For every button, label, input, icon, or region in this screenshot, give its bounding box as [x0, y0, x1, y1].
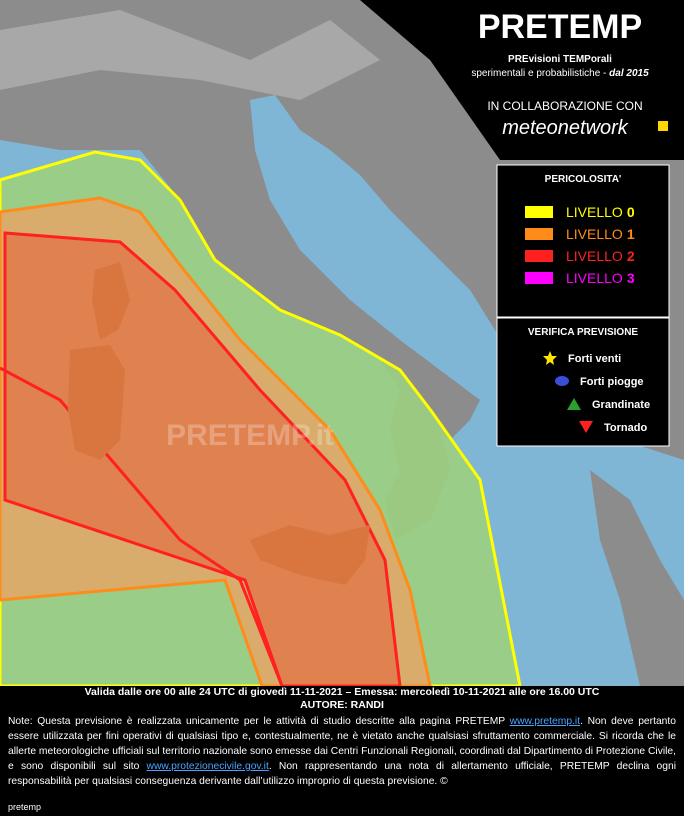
verification-label: Forti venti: [568, 353, 621, 365]
link[interactable]: www.protezionecivile.gov.it: [146, 761, 269, 772]
sicily: [250, 525, 370, 585]
verification-label: Forti piogge: [580, 376, 644, 388]
level-label: LIVELLO 1: [566, 226, 635, 242]
legend-title: PERICOLOSITA': [545, 174, 622, 185]
level-word: LIVELLO: [566, 204, 623, 220]
verification-title: VERIFICA PREVISIONE: [528, 327, 639, 338]
icon-hail: [567, 398, 581, 410]
sardinia: [68, 345, 125, 460]
level-number: 0: [627, 204, 635, 220]
logo-panel: [360, 0, 684, 160]
collab: IN COLLABORAZIONE CON: [487, 99, 642, 113]
verification-label: Tornado: [604, 422, 647, 434]
author: AUTORE: RANDI: [300, 699, 384, 711]
icon-star: [543, 351, 557, 365]
level-number: 2: [627, 248, 635, 264]
title: PRETEMP: [478, 8, 642, 46]
verification-items: Forti venti Forti piogge Grandinate Tornado: [543, 351, 650, 434]
risk-line: [0, 366, 284, 686]
greece: [590, 470, 684, 686]
since: dal 2015: [609, 68, 649, 79]
icon-tornado: [579, 421, 593, 433]
level-word: LIVELLO: [566, 226, 623, 242]
note: Note: Questa previsione è realizzata uni…: [0, 712, 684, 789]
level-swatch: [525, 272, 553, 284]
signature: pretemp: [8, 802, 42, 812]
legend-box: [496, 164, 670, 318]
level-swatch: [525, 250, 553, 262]
validity: Valida dalle ore 00 alle 24 UTC di giove…: [84, 686, 600, 698]
note-text: Note: Questa previsione è realizzata uni…: [8, 716, 510, 727]
verification-label: Grandinate: [592, 399, 650, 411]
tagline-text: sperimentali e probabilistiche -: [471, 68, 609, 79]
level-label: LIVELLO 2: [566, 248, 635, 264]
level-word: LIVELLO: [566, 248, 623, 264]
note-text: . Non deve pertanto essere utilizzata pe…: [8, 716, 676, 772]
level-label: LIVELLO 3: [566, 270, 635, 286]
partner: meteonetwork: [502, 117, 629, 139]
watermark: PRETEMP.it: [166, 419, 334, 452]
tagline: sperimentali e probabilistiche - dal 201…: [471, 68, 649, 79]
link[interactable]: www.pretemp.it: [509, 716, 581, 727]
note-text: . Non rappresentando una nota di allerta…: [8, 761, 676, 787]
footer: Valida dalle ore 00 alle 24 UTC di giove…: [0, 686, 684, 816]
icon-rain: [555, 376, 569, 386]
subtitle: PREvisioni TEMPorali: [508, 54, 612, 65]
level-number: 3: [627, 270, 635, 286]
level-swatch: [525, 228, 553, 240]
level-number: 1: [627, 226, 635, 242]
partner-square: [658, 121, 668, 131]
level-word: LIVELLO: [566, 270, 623, 286]
level-swatch: [525, 206, 553, 218]
corsica: [92, 262, 130, 340]
map: PRETEMP.it PRETEMP PREvisioni TEMPorali …: [0, 0, 684, 686]
alps: [0, 10, 380, 100]
level-label: LIVELLO 0: [566, 204, 635, 220]
